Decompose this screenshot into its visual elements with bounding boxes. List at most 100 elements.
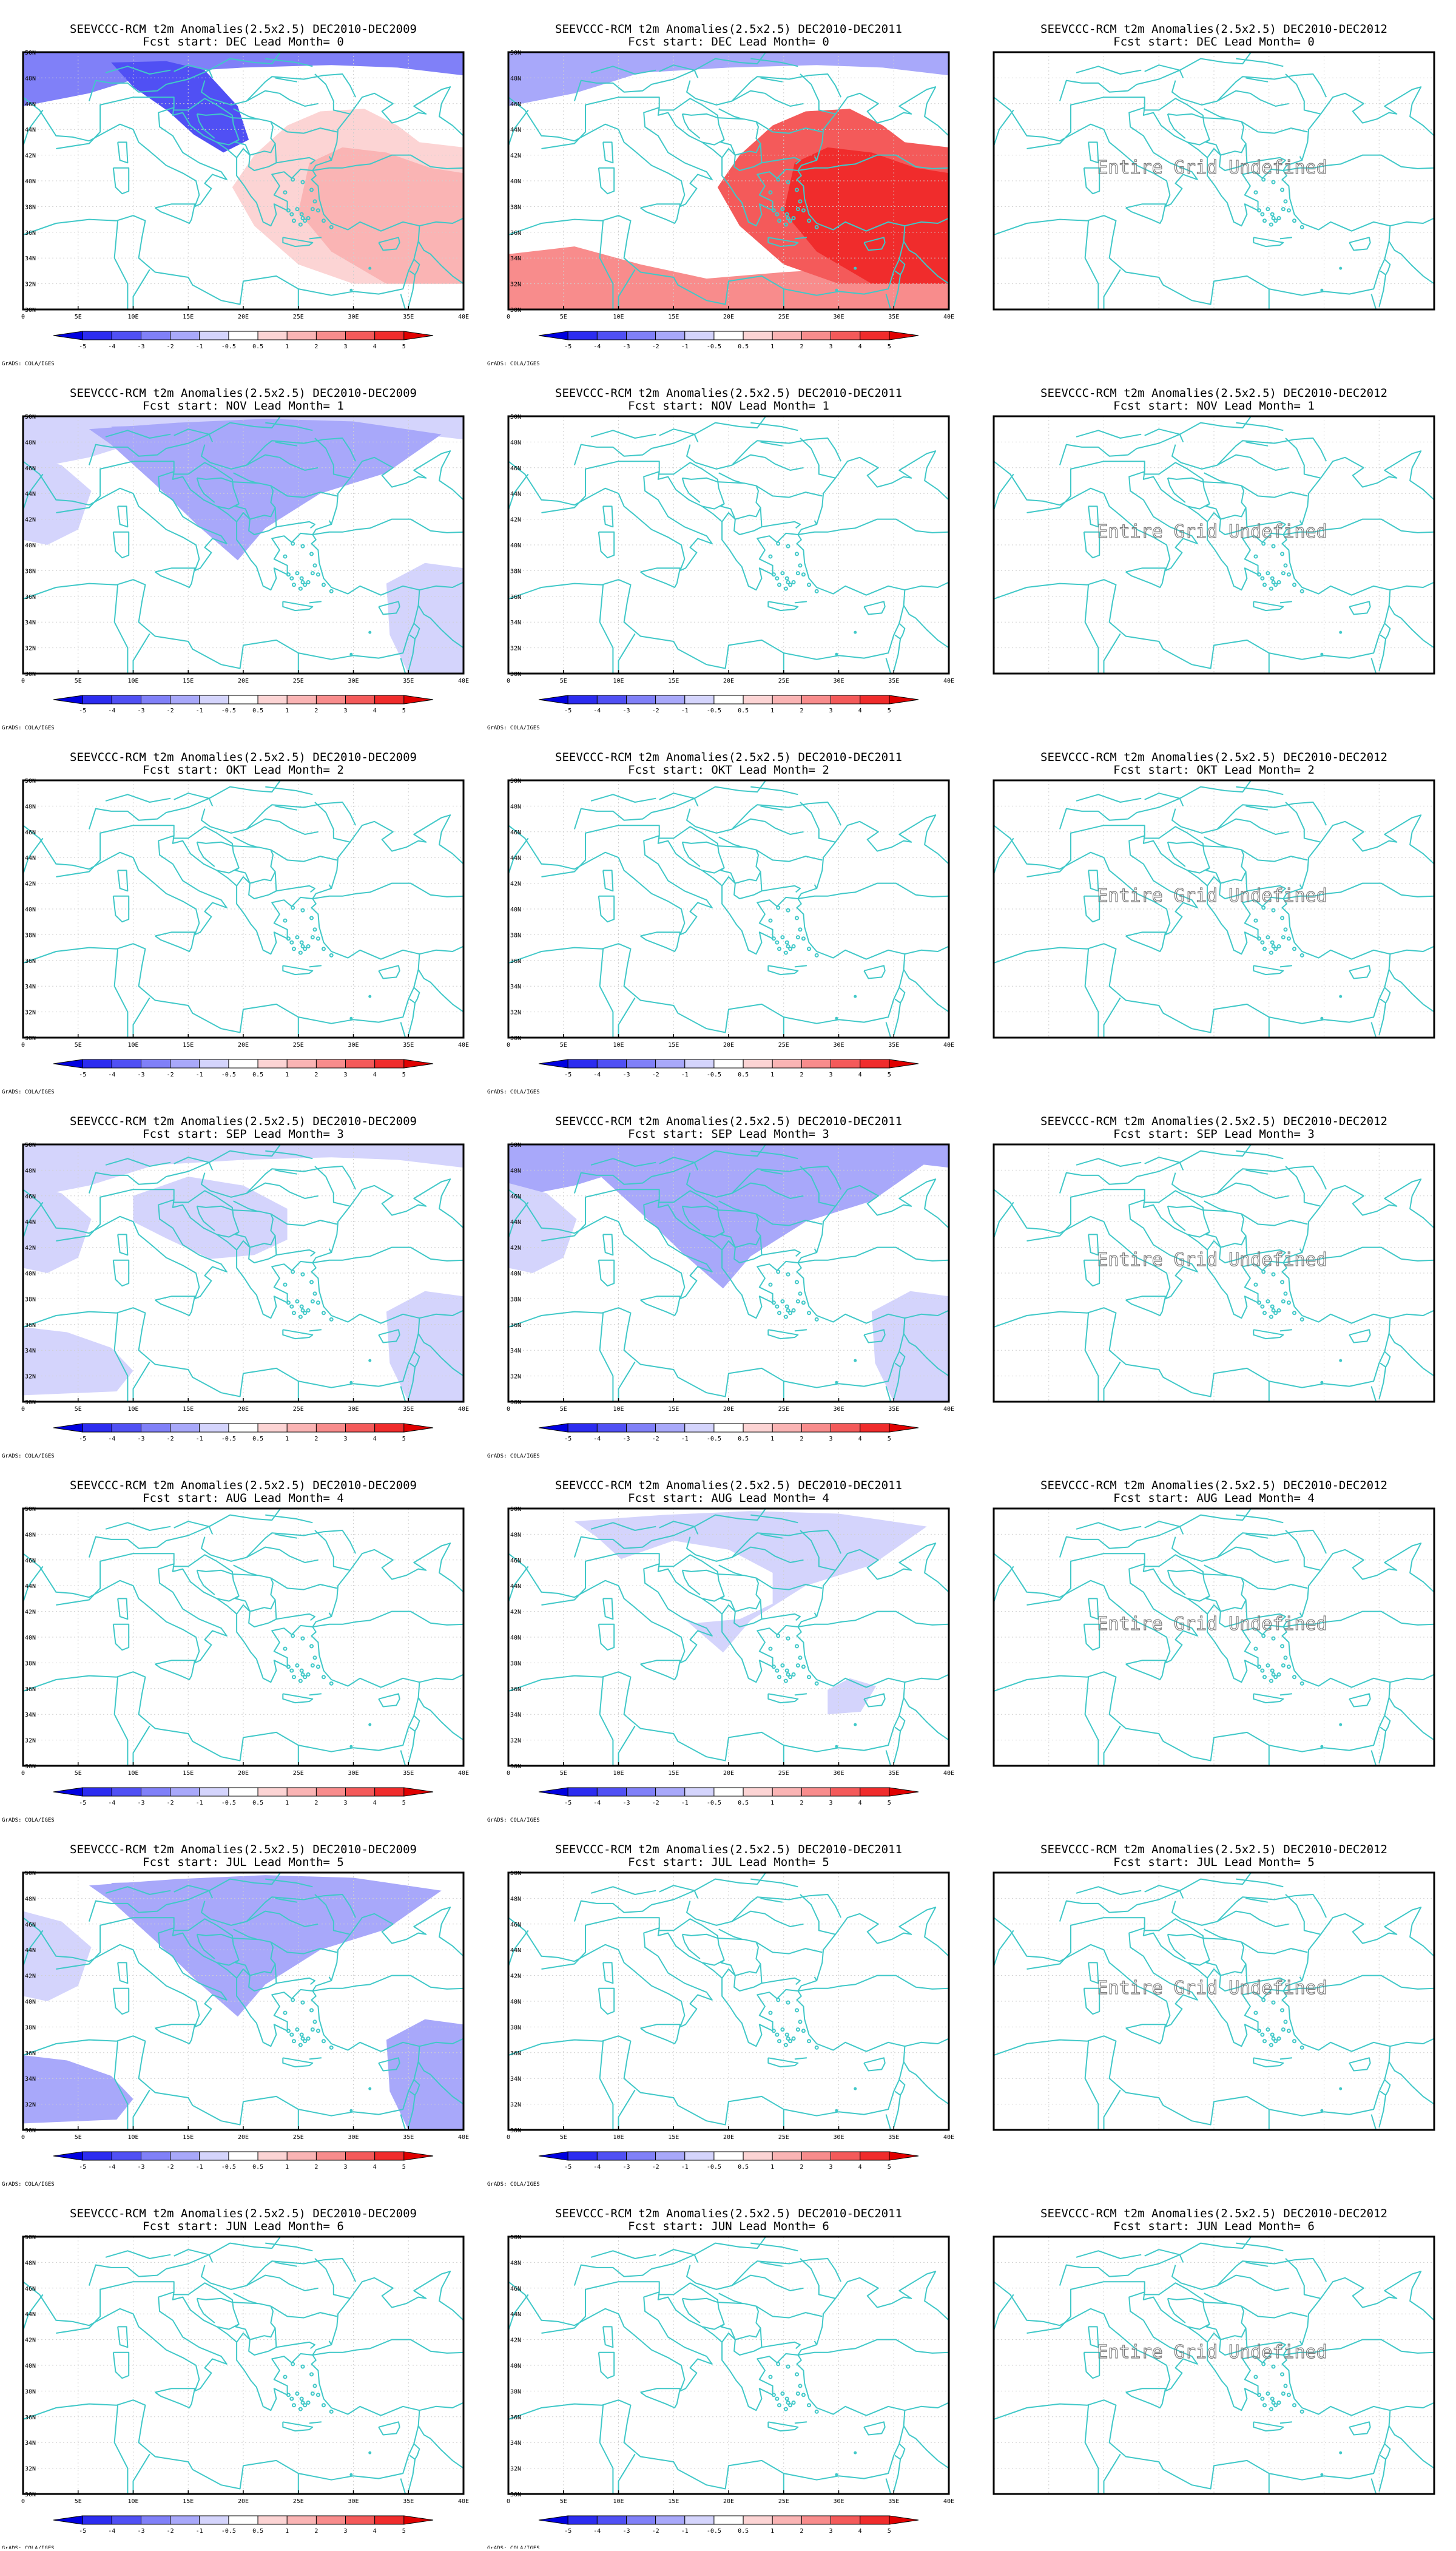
- colorbar-label: -4: [593, 343, 601, 350]
- map-panel-r2-c0: SEEVCCC-RCM t2m Anomalies(2.5x2.5) DEC20…: [2, 751, 469, 1095]
- lat-tick-label: 44N: [510, 2311, 521, 2318]
- map-panel-r3-c2: SEEVCCC-RCM t2m Anomalies(2.5x2.5) DEC20…: [993, 1115, 1435, 1403]
- colorbar-label: 0.5: [252, 708, 263, 714]
- colorbar-label: -2: [652, 1436, 659, 1442]
- lon-tick-label: 20E: [238, 314, 249, 320]
- panel-title: SEEVCCC-RCM t2m Anomalies(2.5x2.5) DEC20…: [70, 751, 417, 764]
- lon-tick-label: 10E: [127, 1042, 138, 1049]
- lat-tick-label: 30N: [25, 307, 36, 314]
- colorbar-label: 0.5: [738, 1072, 749, 1078]
- map-panel-r6-c0: SEEVCCC-RCM t2m Anomalies(2.5x2.5) DEC20…: [2, 2207, 469, 2551]
- coastline: [994, 1509, 1434, 1766]
- lon-tick-label: 5E: [560, 1770, 567, 1777]
- colorbar-label: -2: [167, 2164, 174, 2171]
- lat-tick-label: 42N: [510, 153, 521, 160]
- lon-tick-label: 30E: [833, 1770, 844, 1777]
- anomaly-region: [133, 1541, 288, 1623]
- lat-tick-label: 36N: [25, 2414, 36, 2421]
- lat-tick-label: 48N: [25, 439, 36, 446]
- coastline: [508, 416, 949, 674]
- lat-tick-label: 32N: [25, 2466, 36, 2473]
- lat-tick-label: 34N: [510, 2076, 521, 2083]
- lat-tick-label: 48N: [25, 803, 36, 810]
- colorbar-label: -5: [564, 2528, 571, 2535]
- anomaly-region: [23, 963, 133, 1032]
- lat-tick-label: 34N: [510, 1712, 521, 1718]
- anomaly-region: [133, 813, 288, 895]
- colorbar-label: 1: [285, 2164, 289, 2171]
- lon-tick-label: 35E: [403, 2498, 414, 2505]
- lat-tick-label: 40N: [510, 542, 521, 549]
- lon-tick-label: 20E: [238, 2134, 249, 2141]
- lat-tick-label: 42N: [510, 881, 521, 888]
- panel-subtitle: Fcst start: OKT Lead Month= 2: [143, 763, 344, 777]
- axis-ticks: 0 5E 10E 15E 20E 25E 30E 35E 40E 30N 32N 34N 36N 38N 4…: [507, 778, 954, 1049]
- grid-lines: [994, 780, 1434, 1038]
- undefined-grid-label: Entire Grid Undefined: [1097, 2342, 1327, 2363]
- colorbar-label: 4: [858, 1800, 862, 1806]
- lat-tick-label: 46N: [510, 465, 521, 472]
- colorbar-label: -0.5: [221, 708, 236, 714]
- axis-ticks: 0 5E 10E 15E 20E 25E 30E 35E 40E 30N 32N 34N 36N 38N 4…: [507, 1142, 954, 1413]
- colorbar-label: -1: [681, 343, 689, 350]
- lon-tick-label: 15E: [668, 314, 679, 320]
- lon-tick-label: 5E: [75, 678, 82, 684]
- colorbar-label: 2: [314, 1800, 318, 1806]
- lon-tick-label: 5E: [560, 1406, 567, 1413]
- lat-tick-label: 48N: [510, 803, 521, 810]
- anomaly-region: [133, 1177, 288, 1259]
- grid-lines: [23, 2237, 463, 2494]
- colorbar-label: 4: [858, 2528, 862, 2535]
- lat-tick-label: 44N: [510, 491, 521, 498]
- colorbar-label: -4: [593, 1800, 601, 1806]
- lon-tick-label: 40E: [943, 1042, 954, 1049]
- lat-tick-label: 50N: [25, 778, 36, 785]
- grid-lines: [23, 52, 463, 309]
- lat-tick-label: 30N: [510, 307, 521, 314]
- colorbar-label: 4: [858, 708, 862, 714]
- colorbar-label: 3: [829, 1072, 832, 1078]
- lat-tick-label: 46N: [510, 1194, 521, 1200]
- colorbar-label: -1: [681, 1800, 689, 1806]
- lat-tick-label: 38N: [510, 932, 521, 939]
- colorbar-label: 0.5: [252, 343, 263, 350]
- lat-tick-label: 34N: [510, 620, 521, 626]
- lon-tick-label: 30E: [833, 2498, 844, 2505]
- map-panel-r1-c1: SEEVCCC-RCM t2m Anomalies(2.5x2.5) DEC20…: [487, 387, 954, 731]
- lat-tick-label: 34N: [510, 1348, 521, 1354]
- colorbar: -5 -4 -3 -2 -1 -0.5 0.5 1 2 3 4 5: [538, 1423, 919, 1442]
- lon-tick-label: 5E: [75, 2498, 82, 2505]
- grads-credit: GrADS: COLA/IGES: [2, 2546, 55, 2549]
- grid-lines: [994, 2237, 1434, 2494]
- grid-lines: [994, 1873, 1434, 2130]
- lat-tick-label: 32N: [510, 1738, 521, 1745]
- lat-tick-label: 50N: [25, 1506, 36, 1513]
- lat-tick-label: 48N: [25, 1167, 36, 1174]
- lon-tick-label: 30E: [833, 1406, 844, 1413]
- lon-tick-label: 0: [507, 1406, 510, 1413]
- colorbar-label: -0.5: [221, 2164, 236, 2171]
- colorbar-label: -1: [681, 2528, 689, 2535]
- lon-tick-label: 0: [21, 1770, 25, 1777]
- map-frame: [993, 1507, 1435, 1767]
- colorbar: -5 -4 -3 -2 -1 -0.5 0.5 1 2 3 4 5: [53, 1059, 434, 1078]
- grads-credit: GrADS: COLA/IGES: [487, 2181, 540, 2188]
- panel-subtitle: Fcst start: JUL Lead Month= 5: [1113, 1856, 1315, 1869]
- anomaly-region: [23, 1509, 463, 1563]
- lat-tick-label: 46N: [510, 101, 521, 108]
- coastline: [508, 2237, 949, 2494]
- colorbar-label: -4: [593, 1436, 601, 1442]
- lat-tick-label: 50N: [510, 414, 521, 421]
- colorbar-label: 0.5: [738, 1800, 749, 1806]
- lat-tick-label: 36N: [510, 594, 521, 601]
- lat-tick-label: 48N: [25, 1896, 36, 1902]
- colorbar-label: 2: [800, 2164, 803, 2171]
- colorbar-label: -1: [196, 343, 203, 350]
- lat-tick-label: 32N: [510, 2466, 521, 2473]
- panel-title: SEEVCCC-RCM t2m Anomalies(2.5x2.5) DEC20…: [70, 22, 417, 36]
- colorbar-label: 4: [373, 708, 377, 714]
- anomaly-region: [729, 2016, 773, 2046]
- lon-tick-label: 25E: [778, 1042, 789, 1049]
- lat-tick-label: 44N: [25, 491, 36, 498]
- lon-tick-label: 30E: [348, 678, 359, 684]
